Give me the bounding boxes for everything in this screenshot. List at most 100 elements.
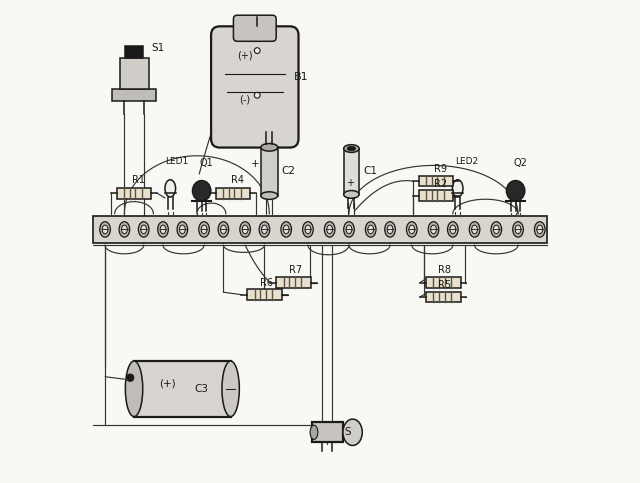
Bar xyxy=(419,190,453,201)
Ellipse shape xyxy=(534,222,545,237)
Text: R2: R2 xyxy=(433,179,447,188)
Text: Q1: Q1 xyxy=(199,158,213,168)
Ellipse shape xyxy=(450,225,456,234)
Text: (-): (-) xyxy=(239,94,251,104)
Text: LED2: LED2 xyxy=(455,157,478,166)
Text: C1: C1 xyxy=(364,167,378,176)
Ellipse shape xyxy=(343,419,362,445)
Ellipse shape xyxy=(385,222,396,237)
Text: S: S xyxy=(344,427,351,437)
Ellipse shape xyxy=(281,222,291,237)
Ellipse shape xyxy=(506,181,525,201)
Ellipse shape xyxy=(344,145,359,153)
Bar xyxy=(134,361,230,416)
Ellipse shape xyxy=(452,180,463,197)
Ellipse shape xyxy=(493,225,499,234)
Ellipse shape xyxy=(193,181,211,201)
Text: R6: R6 xyxy=(260,278,273,287)
Ellipse shape xyxy=(513,222,524,237)
Ellipse shape xyxy=(431,225,436,234)
Text: (+): (+) xyxy=(237,51,253,61)
Bar xyxy=(120,58,148,89)
Ellipse shape xyxy=(344,191,359,198)
Ellipse shape xyxy=(259,222,270,237)
Text: B1: B1 xyxy=(293,72,308,82)
Ellipse shape xyxy=(368,225,374,234)
Ellipse shape xyxy=(122,225,127,234)
Ellipse shape xyxy=(141,225,147,234)
Ellipse shape xyxy=(127,374,134,382)
Ellipse shape xyxy=(472,225,477,234)
Text: +: + xyxy=(346,178,355,188)
Ellipse shape xyxy=(324,222,335,237)
Ellipse shape xyxy=(515,225,521,234)
Ellipse shape xyxy=(387,225,393,234)
Ellipse shape xyxy=(305,225,311,234)
Bar xyxy=(426,292,461,302)
Ellipse shape xyxy=(284,225,289,234)
Text: R5: R5 xyxy=(438,280,451,290)
Ellipse shape xyxy=(102,225,108,234)
Bar xyxy=(419,176,453,186)
Ellipse shape xyxy=(240,222,250,237)
Ellipse shape xyxy=(221,225,227,234)
Ellipse shape xyxy=(537,225,543,234)
Ellipse shape xyxy=(346,225,352,234)
Ellipse shape xyxy=(303,222,313,237)
Ellipse shape xyxy=(409,225,415,234)
Ellipse shape xyxy=(447,222,458,237)
Bar xyxy=(247,289,282,300)
Ellipse shape xyxy=(201,225,207,234)
Bar xyxy=(344,149,359,194)
Ellipse shape xyxy=(177,222,188,237)
Text: R7: R7 xyxy=(289,266,301,275)
Ellipse shape xyxy=(310,425,318,440)
Ellipse shape xyxy=(262,225,268,234)
Ellipse shape xyxy=(469,222,480,237)
Text: R4: R4 xyxy=(230,175,244,185)
Ellipse shape xyxy=(157,222,168,237)
Ellipse shape xyxy=(491,222,502,237)
FancyBboxPatch shape xyxy=(234,15,276,42)
Ellipse shape xyxy=(165,180,175,197)
Ellipse shape xyxy=(344,222,355,237)
Ellipse shape xyxy=(254,92,260,98)
Ellipse shape xyxy=(138,222,149,237)
Bar xyxy=(93,216,547,243)
Bar xyxy=(312,422,343,442)
Ellipse shape xyxy=(199,222,209,237)
Text: LED1: LED1 xyxy=(166,157,189,166)
Ellipse shape xyxy=(242,225,248,234)
Ellipse shape xyxy=(347,146,356,151)
Ellipse shape xyxy=(327,225,333,234)
Bar xyxy=(276,277,311,288)
Ellipse shape xyxy=(119,222,130,237)
Text: S1: S1 xyxy=(151,43,164,53)
Bar xyxy=(116,188,152,199)
Text: Q2: Q2 xyxy=(513,158,527,168)
Bar xyxy=(261,147,278,196)
Text: C2: C2 xyxy=(282,167,296,176)
Ellipse shape xyxy=(365,222,376,237)
Text: (+): (+) xyxy=(159,378,176,388)
Ellipse shape xyxy=(125,361,143,416)
Ellipse shape xyxy=(254,48,260,54)
Ellipse shape xyxy=(218,222,228,237)
Ellipse shape xyxy=(406,222,417,237)
Ellipse shape xyxy=(100,222,110,237)
Bar xyxy=(426,277,461,288)
Ellipse shape xyxy=(222,361,239,416)
Bar xyxy=(112,89,156,101)
Ellipse shape xyxy=(179,225,185,234)
Ellipse shape xyxy=(428,222,439,237)
Text: R8: R8 xyxy=(438,266,451,275)
Text: +: + xyxy=(251,159,259,169)
Ellipse shape xyxy=(160,225,166,234)
FancyBboxPatch shape xyxy=(211,27,298,148)
Text: C3: C3 xyxy=(195,384,209,394)
Text: R9: R9 xyxy=(433,164,447,174)
Ellipse shape xyxy=(261,192,278,199)
Bar xyxy=(125,46,143,58)
Ellipse shape xyxy=(261,143,278,151)
Bar xyxy=(216,188,250,199)
